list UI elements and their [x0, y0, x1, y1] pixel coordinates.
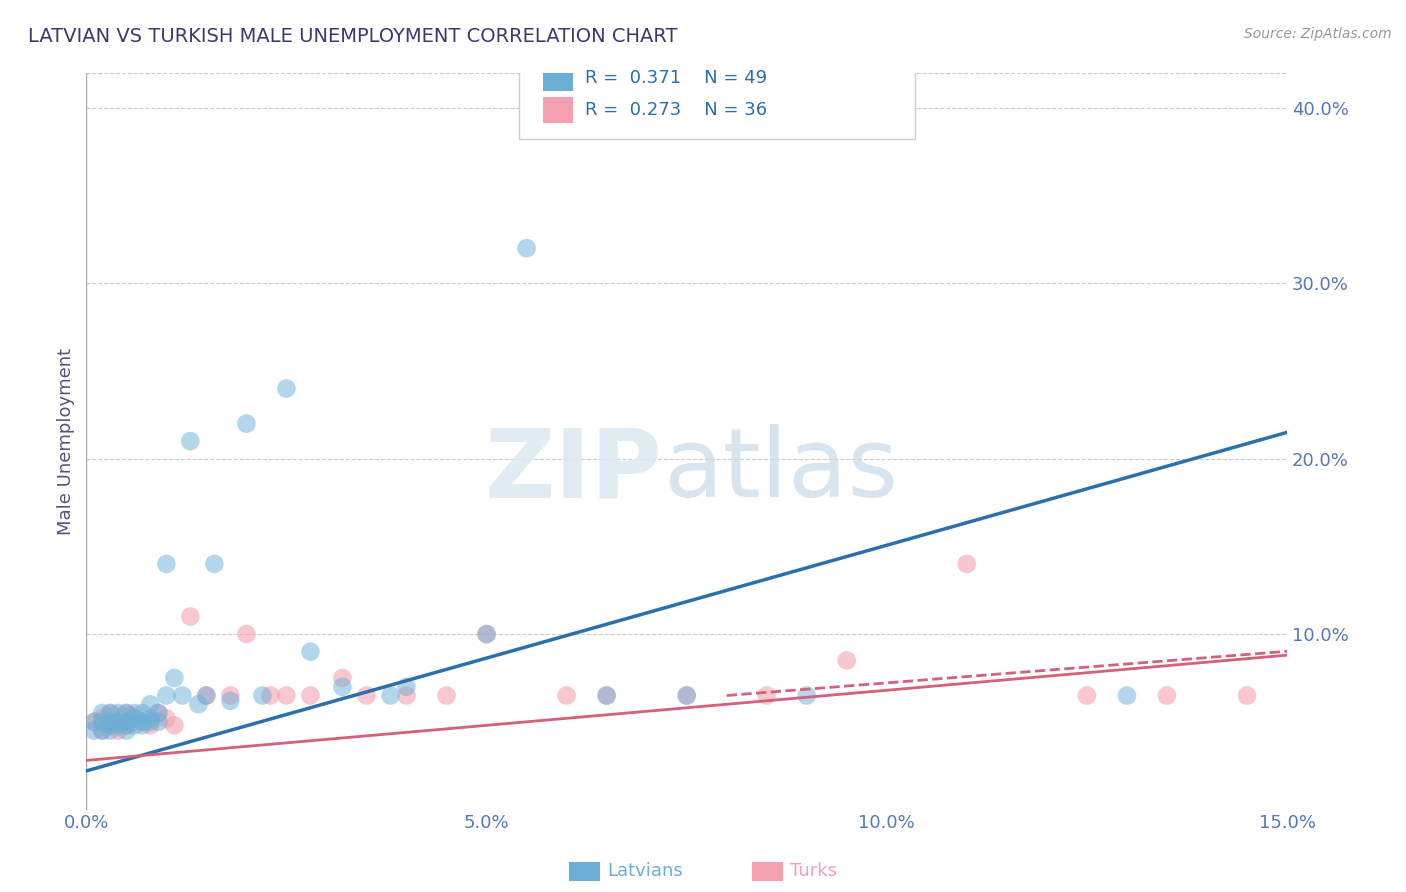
Point [91, 723, 114, 738]
Point [1156, 689, 1178, 703]
Point [155, 557, 177, 571]
Point [139, 698, 162, 712]
Point [436, 689, 458, 703]
Point [332, 671, 354, 685]
Text: Turks: Turks [790, 863, 837, 880]
Point [675, 689, 697, 703]
Point [380, 689, 402, 703]
Point [299, 689, 322, 703]
Point [195, 689, 218, 703]
Point [796, 689, 818, 703]
Point [91, 711, 114, 725]
Point [555, 689, 578, 703]
Point [516, 241, 538, 255]
Point [187, 698, 209, 712]
Point [139, 718, 162, 732]
Text: R =  0.371    N = 49: R = 0.371 N = 49 [585, 69, 766, 87]
Point [395, 680, 418, 694]
Point [595, 689, 617, 703]
Point [219, 694, 242, 708]
Point [259, 689, 281, 703]
Point [124, 711, 146, 725]
Y-axis label: Male Unemployment: Male Unemployment [58, 348, 75, 534]
Text: atlas: atlas [662, 424, 898, 517]
Text: ZIP: ZIP [485, 424, 662, 517]
Text: Source: ZipAtlas.com: Source: ZipAtlas.com [1244, 27, 1392, 41]
Point [755, 689, 778, 703]
Point [1236, 689, 1258, 703]
Point [83, 714, 105, 729]
Text: LATVIAN VS TURKISH MALE UNEMPLOYMENT CORRELATION CHART: LATVIAN VS TURKISH MALE UNEMPLOYMENT COR… [28, 27, 678, 45]
Point [595, 689, 617, 703]
Point [356, 689, 378, 703]
Point [115, 723, 138, 738]
Text: Latvians: Latvians [607, 863, 683, 880]
Point [131, 706, 153, 720]
Point [148, 706, 170, 720]
Point [155, 689, 177, 703]
Point [299, 645, 322, 659]
Point [131, 714, 153, 729]
Point [179, 434, 201, 449]
Point [163, 718, 186, 732]
FancyBboxPatch shape [519, 51, 915, 139]
Point [276, 689, 298, 703]
Point [148, 714, 170, 729]
Point [131, 718, 153, 732]
Point [107, 714, 129, 729]
Point [202, 557, 225, 571]
Bar [543, 65, 572, 91]
Point [98, 718, 121, 732]
Point [155, 711, 177, 725]
Point [107, 706, 129, 720]
Bar [569, 862, 600, 881]
Point [139, 711, 162, 725]
Point [124, 718, 146, 732]
Point [91, 706, 114, 720]
Point [107, 714, 129, 729]
Point [98, 723, 121, 738]
Point [148, 706, 170, 720]
Point [252, 689, 274, 703]
Point [172, 689, 194, 703]
Point [395, 689, 418, 703]
Point [675, 689, 697, 703]
Point [235, 627, 257, 641]
Point [179, 609, 201, 624]
Point [139, 714, 162, 729]
Point [115, 718, 138, 732]
Point [115, 718, 138, 732]
Bar [752, 862, 783, 881]
Point [475, 627, 498, 641]
Point [83, 723, 105, 738]
Point [91, 714, 114, 729]
Point [124, 711, 146, 725]
Point [98, 718, 121, 732]
Point [83, 714, 105, 729]
Point [332, 680, 354, 694]
Point [219, 689, 242, 703]
Point [91, 723, 114, 738]
Point [163, 671, 186, 685]
Point [124, 706, 146, 720]
Point [98, 706, 121, 720]
Point [1076, 689, 1098, 703]
Point [835, 653, 858, 667]
Point [98, 706, 121, 720]
Point [1116, 689, 1139, 703]
Point [475, 627, 498, 641]
Point [107, 723, 129, 738]
Bar [543, 97, 572, 123]
Point [956, 557, 979, 571]
Point [115, 706, 138, 720]
Text: R =  0.273    N = 36: R = 0.273 N = 36 [585, 101, 766, 119]
Point [131, 714, 153, 729]
Point [107, 718, 129, 732]
Point [276, 382, 298, 396]
Point [235, 417, 257, 431]
Point [98, 714, 121, 729]
Point [115, 706, 138, 720]
Point [115, 714, 138, 729]
Point [195, 689, 218, 703]
